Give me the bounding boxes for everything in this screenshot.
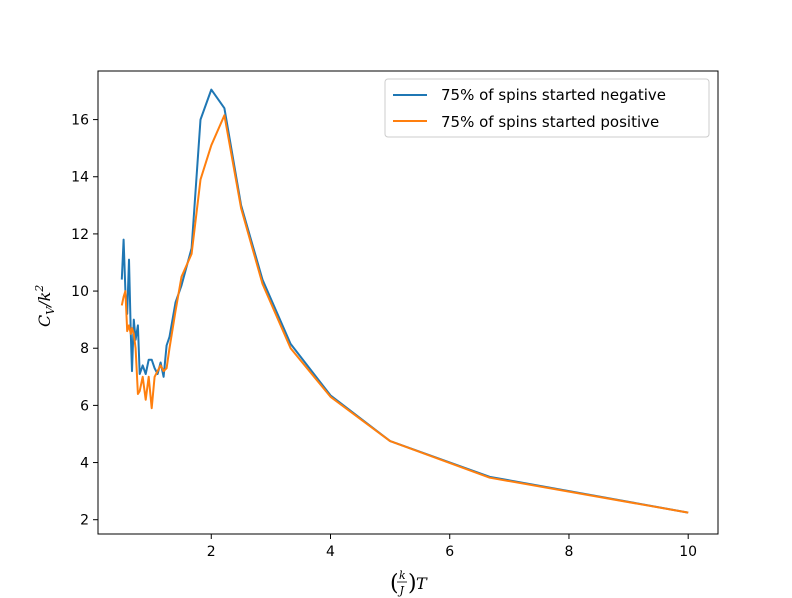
y-tick-label: 14 [71, 170, 89, 186]
x-axis-ticks: 2 4 6 8 10 [207, 534, 697, 560]
y-tick-label: 2 [80, 513, 89, 529]
legend-label-positive: 75% of spins started positive [441, 113, 659, 131]
plot-frame [97, 70, 719, 535]
y-tick-label: 6 [80, 398, 89, 414]
x-tick-label: 10 [679, 544, 697, 560]
y-axis-label: CV/k2 [33, 285, 57, 327]
svg-text:T: T [416, 574, 428, 593]
y-tick-label: 12 [71, 227, 89, 243]
legend: 75% of spins started negative 75% of spi… [384, 78, 710, 138]
x-tick-label: 2 [207, 544, 216, 560]
svg-text:CV/k2: CV/k2 [33, 285, 57, 327]
x-tick-label: 4 [326, 544, 335, 560]
x-tick-label: 6 [445, 544, 454, 560]
series-layer [120, 88, 689, 514]
series-line-positive [120, 114, 689, 514]
series-line-negative [120, 88, 689, 514]
y-tick-label: 8 [80, 341, 89, 357]
svg-text:): ) [408, 571, 417, 596]
x-tick-label: 8 [565, 544, 574, 560]
y-tick-label: 16 [71, 113, 89, 129]
y-axis-ticks: 2 4 6 8 10 12 14 16 [71, 113, 98, 529]
y-tick-label: 10 [71, 284, 89, 300]
legend-frame [384, 78, 710, 138]
x-axis-label: ( k J ) T [390, 569, 428, 597]
legend-label-negative: 75% of spins started negative [441, 86, 666, 104]
y-tick-label: 4 [80, 456, 89, 472]
svg-text:J: J [398, 584, 405, 597]
svg-text:(: ( [390, 571, 399, 596]
svg-text:k: k [399, 569, 406, 582]
